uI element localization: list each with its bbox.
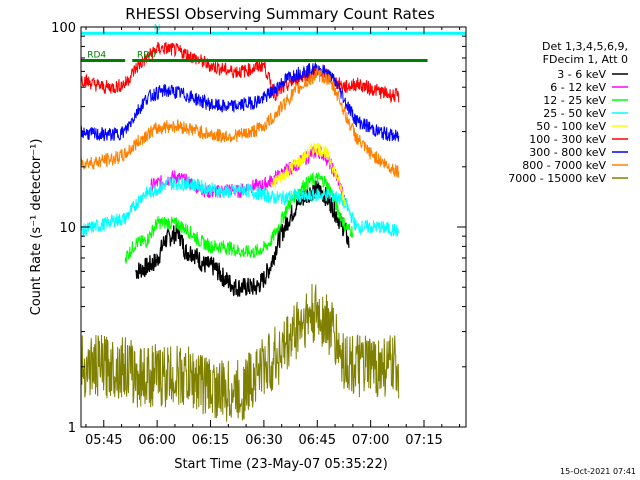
plot-area: NRD0RD4 xyxy=(80,23,466,422)
x-tick-label-1: 06:00 xyxy=(138,433,175,448)
x-tick-label-4: 06:45 xyxy=(299,433,336,448)
legend-header-line-1: Det 1,3,4,5,6,9, xyxy=(542,40,628,53)
plot-frame xyxy=(80,26,467,428)
series-line-6 xyxy=(80,62,400,142)
y-axis-ticks: 1 10 100 xyxy=(51,21,466,436)
legend-label-0: 3 - 6 keV xyxy=(557,68,606,81)
legend-label-3: 25 - 50 keV xyxy=(543,107,606,120)
y-tick-label-2: 100 xyxy=(51,21,76,36)
legend: Det 1,3,4,5,6,9, FDecim 1, Att 0 3 - 6 k… xyxy=(508,40,628,185)
legend-label-6: 300 - 800 keV xyxy=(529,146,606,159)
series-line-2 xyxy=(124,171,354,264)
x-axis-label: Start Time (23-May-07 05:35:22) xyxy=(174,457,388,472)
legend-label-8: 7000 - 15000 keV xyxy=(508,172,606,185)
x-tick-label-6: 07:15 xyxy=(405,433,442,448)
series-line-3 xyxy=(80,176,400,238)
legend-label-7: 800 - 7000 keV xyxy=(522,159,606,172)
x-tick-label-5: 07:00 xyxy=(352,433,389,448)
y-tick-label-0: 1 xyxy=(68,421,76,436)
series-line-8 xyxy=(80,283,400,422)
legend-label-2: 12 - 25 keV xyxy=(543,94,606,107)
series-line-4 xyxy=(270,142,346,207)
annotation-label-2: RD4 xyxy=(87,50,106,60)
legend-label-1: 6 - 12 keV xyxy=(550,81,606,94)
legend-label-5: 100 - 300 keV xyxy=(529,133,606,146)
footer-date: 15-Oct-2021 07:41 xyxy=(560,467,636,476)
legend-header-line-2: FDecim 1, Att 0 xyxy=(543,53,628,66)
x-axis-ticks: 05:45 06:00 06:15 06:30 06:45 07:00 07:15 xyxy=(85,27,461,448)
series-line-5 xyxy=(80,41,400,104)
series-line-7 xyxy=(80,67,400,178)
y-tick-label-1: 10 xyxy=(59,221,76,236)
annotation-label-1: RD0 xyxy=(137,50,156,60)
x-tick-label-3: 06:30 xyxy=(245,433,282,448)
chart-title: RHESSI Observing Summary Count Rates xyxy=(125,5,435,23)
x-tick-label-0: 05:45 xyxy=(85,433,122,448)
legend-label-4: 50 - 100 keV xyxy=(536,120,606,133)
y-axis-label: Count Rate (s⁻¹ detector⁻¹) xyxy=(29,139,44,316)
x-tick-label-2: 06:15 xyxy=(192,433,229,448)
